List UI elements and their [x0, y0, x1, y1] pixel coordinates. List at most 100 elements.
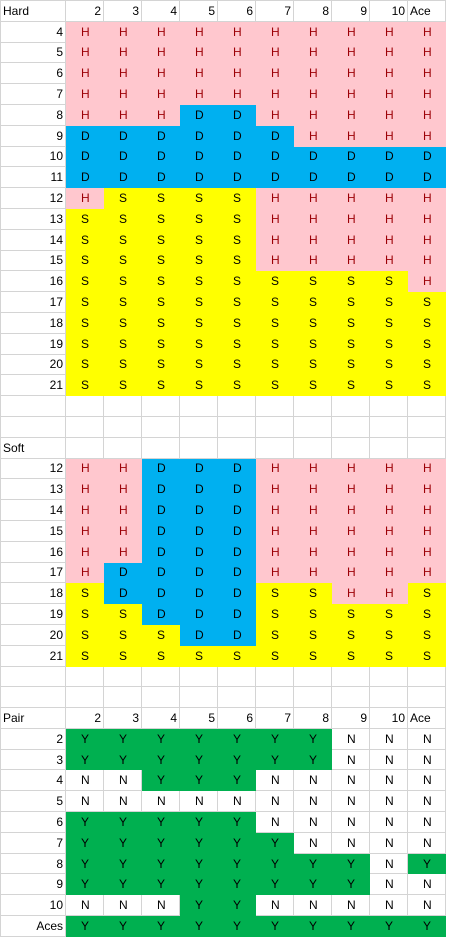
empty-cell[interactable] [180, 666, 218, 687]
section-title[interactable]: Soft [1, 437, 66, 458]
dealer-header-cell[interactable]: 9 [332, 1, 370, 22]
hand-label[interactable]: 2 [1, 728, 66, 749]
move-cell[interactable]: Y [256, 728, 294, 749]
move-cell[interactable]: H [104, 104, 142, 125]
move-cell[interactable]: S [142, 624, 180, 645]
move-cell[interactable]: S [66, 354, 104, 375]
move-cell[interactable]: N [332, 832, 370, 853]
move-cell[interactable]: S [180, 645, 218, 666]
move-cell[interactable]: D [180, 604, 218, 625]
dealer-header-cell[interactable]: 10 [370, 708, 408, 729]
move-cell[interactable]: Y [180, 874, 218, 895]
move-cell[interactable]: H [218, 63, 256, 84]
move-cell[interactable]: Y [218, 853, 256, 874]
move-cell[interactable]: H [104, 541, 142, 562]
move-cell[interactable]: N [332, 812, 370, 833]
empty-cell[interactable] [256, 666, 294, 687]
empty-cell[interactable] [1, 396, 66, 417]
dealer-header-cell[interactable]: 4 [142, 1, 180, 22]
move-cell[interactable]: H [256, 42, 294, 63]
move-cell[interactable]: H [104, 84, 142, 105]
move-cell[interactable]: S [370, 271, 408, 292]
move-cell[interactable]: S [142, 354, 180, 375]
hand-label[interactable]: 7 [1, 832, 66, 853]
move-cell[interactable]: Y [66, 874, 104, 895]
dealer-header-cell[interactable]: 3 [104, 708, 142, 729]
empty-cell[interactable] [180, 416, 218, 437]
move-cell[interactable]: H [104, 479, 142, 500]
move-cell[interactable]: H [370, 84, 408, 105]
dealer-header-cell[interactable] [370, 437, 408, 458]
hand-label[interactable]: 9 [1, 874, 66, 895]
move-cell[interactable]: H [332, 458, 370, 479]
move-cell[interactable]: S [66, 624, 104, 645]
dealer-header-cell[interactable]: 2 [66, 1, 104, 22]
move-cell[interactable]: S [218, 312, 256, 333]
move-cell[interactable]: H [370, 500, 408, 521]
hand-label[interactable]: 20 [1, 354, 66, 375]
move-cell[interactable]: Y [180, 812, 218, 833]
move-cell[interactable]: H [66, 479, 104, 500]
move-cell[interactable]: H [332, 541, 370, 562]
move-cell[interactable]: S [256, 604, 294, 625]
move-cell[interactable]: D [294, 146, 332, 167]
move-cell[interactable]: H [66, 188, 104, 209]
dealer-header-cell[interactable] [408, 437, 446, 458]
move-cell[interactable]: N [408, 832, 446, 853]
move-cell[interactable]: Y [104, 749, 142, 770]
move-cell[interactable]: S [180, 312, 218, 333]
move-cell[interactable]: D [218, 458, 256, 479]
move-cell[interactable]: N [408, 770, 446, 791]
move-cell[interactable]: S [370, 624, 408, 645]
hand-label[interactable]: 19 [1, 604, 66, 625]
move-cell[interactable]: H [294, 520, 332, 541]
move-cell[interactable]: S [294, 604, 332, 625]
empty-cell[interactable] [294, 666, 332, 687]
dealer-header-cell[interactable]: 5 [180, 1, 218, 22]
move-cell[interactable]: H [66, 562, 104, 583]
move-cell[interactable]: N [294, 812, 332, 833]
move-cell[interactable]: H [256, 541, 294, 562]
move-cell[interactable]: Y [180, 770, 218, 791]
move-cell[interactable]: Y [332, 853, 370, 874]
empty-cell[interactable] [218, 687, 256, 708]
move-cell[interactable]: H [408, 21, 446, 42]
move-cell[interactable]: H [256, 229, 294, 250]
move-cell[interactable]: Y [66, 749, 104, 770]
move-cell[interactable]: Y [180, 916, 218, 937]
move-cell[interactable]: D [66, 167, 104, 188]
empty-cell[interactable] [1, 416, 66, 437]
move-cell[interactable]: D [332, 146, 370, 167]
move-cell[interactable]: Y [218, 895, 256, 916]
move-cell[interactable]: Y [256, 874, 294, 895]
move-cell[interactable]: N [408, 749, 446, 770]
move-cell[interactable]: H [370, 63, 408, 84]
hand-label[interactable]: 11 [1, 167, 66, 188]
move-cell[interactable]: S [294, 624, 332, 645]
move-cell[interactable]: S [294, 271, 332, 292]
move-cell[interactable]: S [66, 208, 104, 229]
move-cell[interactable]: S [408, 375, 446, 396]
move-cell[interactable]: H [294, 188, 332, 209]
dealer-header-cell[interactable] [294, 437, 332, 458]
move-cell[interactable]: H [66, 63, 104, 84]
move-cell[interactable]: Y [66, 728, 104, 749]
move-cell[interactable]: H [256, 500, 294, 521]
move-cell[interactable]: S [218, 354, 256, 375]
move-cell[interactable]: H [332, 229, 370, 250]
move-cell[interactable]: N [294, 791, 332, 812]
move-cell[interactable]: S [408, 624, 446, 645]
move-cell[interactable]: H [370, 104, 408, 125]
move-cell[interactable]: D [180, 479, 218, 500]
move-cell[interactable]: S [408, 292, 446, 313]
move-cell[interactable]: S [370, 645, 408, 666]
move-cell[interactable]: H [332, 520, 370, 541]
dealer-header-cell[interactable]: 6 [218, 1, 256, 22]
move-cell[interactable]: H [256, 479, 294, 500]
move-cell[interactable]: Y [142, 770, 180, 791]
move-cell[interactable]: Y [256, 853, 294, 874]
move-cell[interactable]: H [332, 104, 370, 125]
move-cell[interactable]: S [104, 604, 142, 625]
move-cell[interactable]: H [104, 42, 142, 63]
move-cell[interactable]: H [370, 188, 408, 209]
